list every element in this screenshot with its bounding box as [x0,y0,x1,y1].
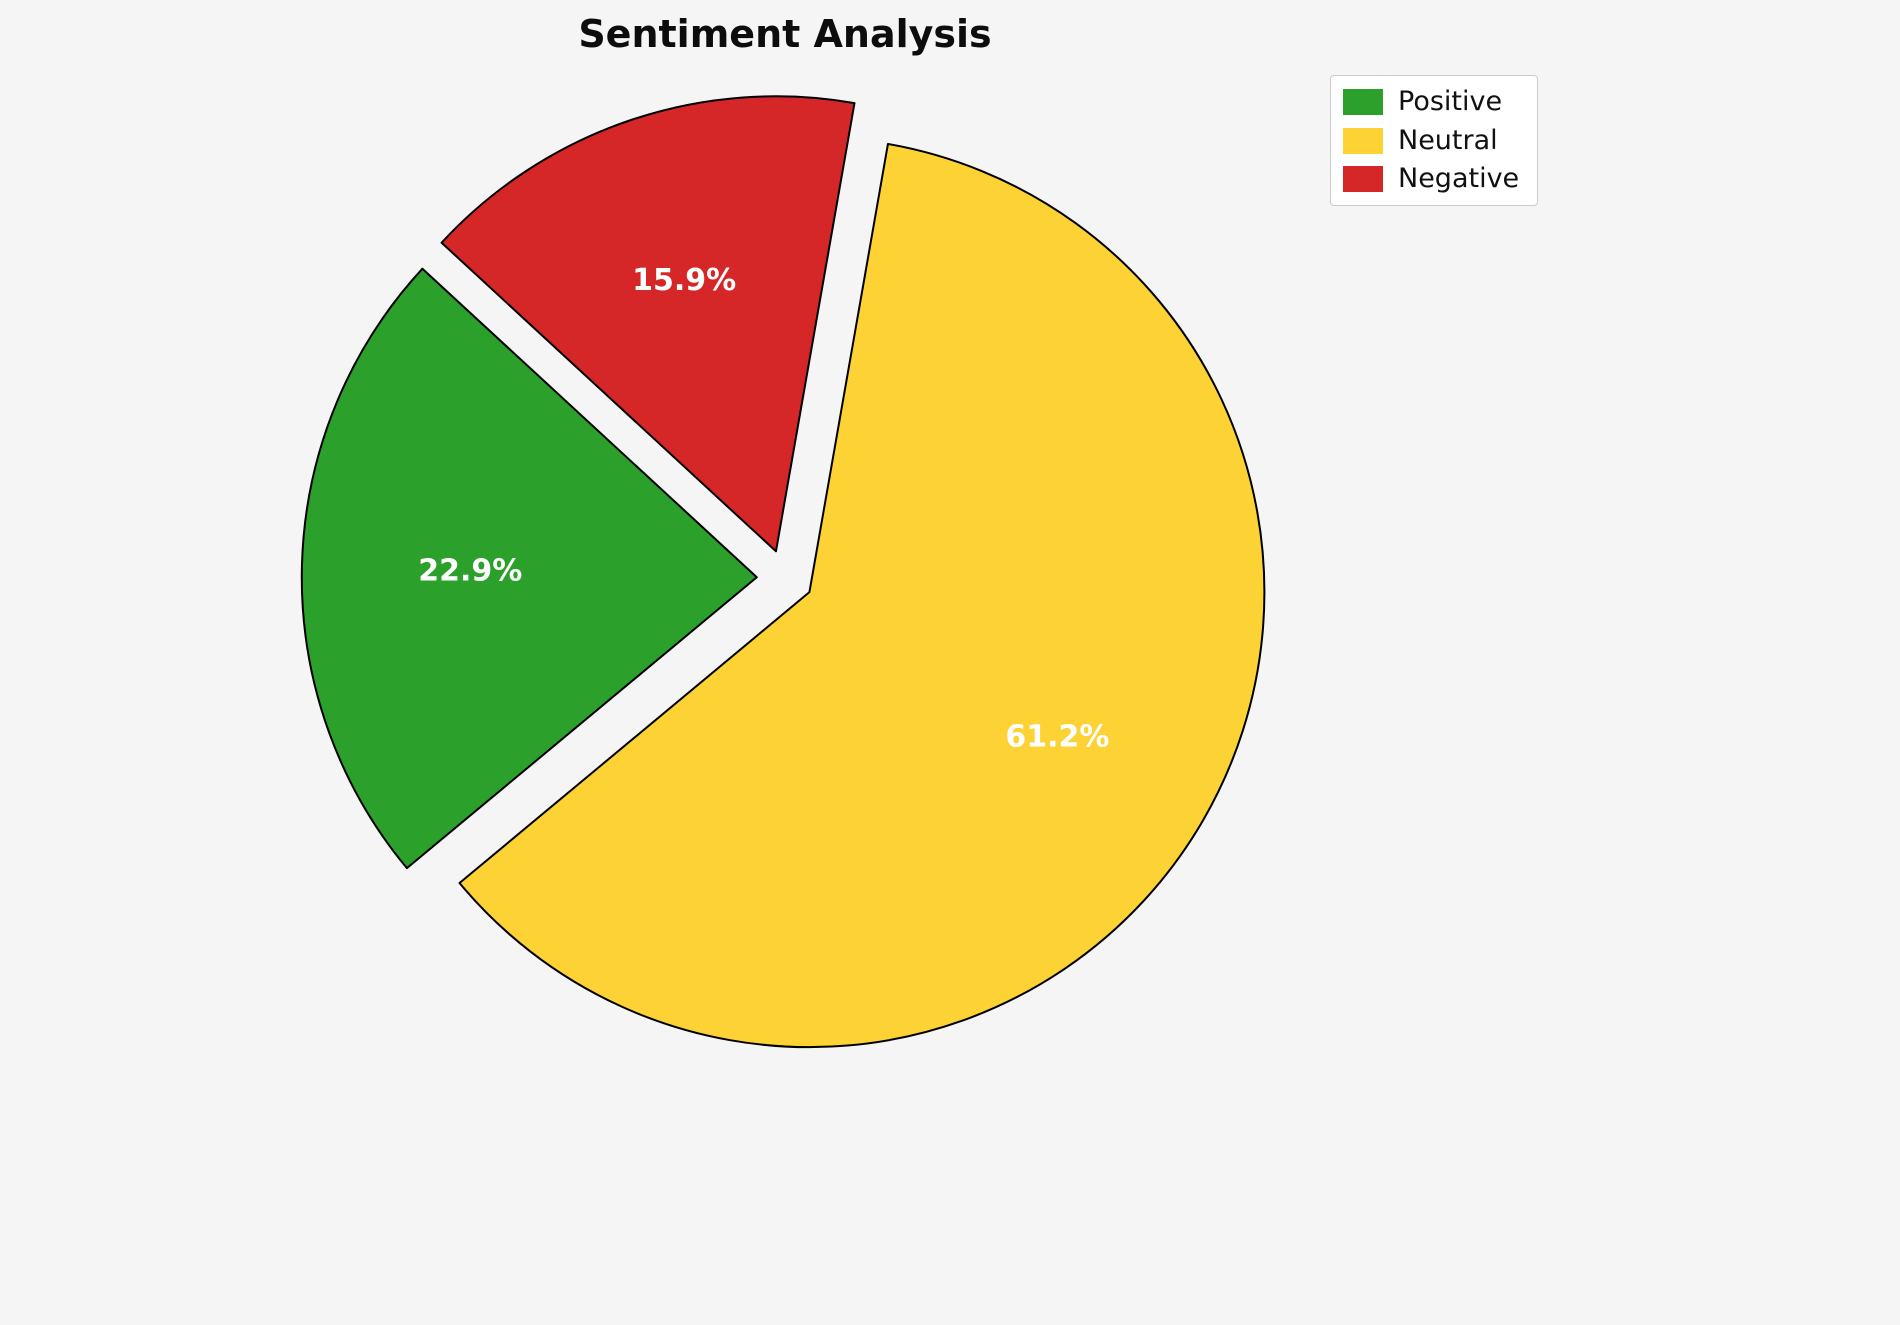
pie-percentage-label-positive: 22.9% [418,553,522,588]
legend-label-neutral: Neutral [1398,124,1498,156]
pie-percentage-label-negative: 15.9% [632,263,736,298]
positive-swatch-icon [1343,88,1383,115]
pie-slice-neutral [458,142,1266,1049]
legend-item-neutral: Neutral [1343,124,1519,156]
legend-item-positive: Positive [1343,87,1519,117]
legend-label-positive: Positive [1398,86,1503,117]
neutral-swatch-icon [1343,127,1383,154]
pie-slice-negative [440,95,856,553]
legend-item-negative: Negative [1343,164,1519,194]
pie-percentage-label-neutral: 61.2% [1005,719,1109,754]
chart-title: Sentiment Analysis [578,12,992,56]
negative-swatch-icon [1343,166,1383,193]
pie-slice-positive [300,267,758,870]
legend: Positive Neutral Negative [1330,75,1539,207]
legend-label-negative: Negative [1398,163,1520,195]
